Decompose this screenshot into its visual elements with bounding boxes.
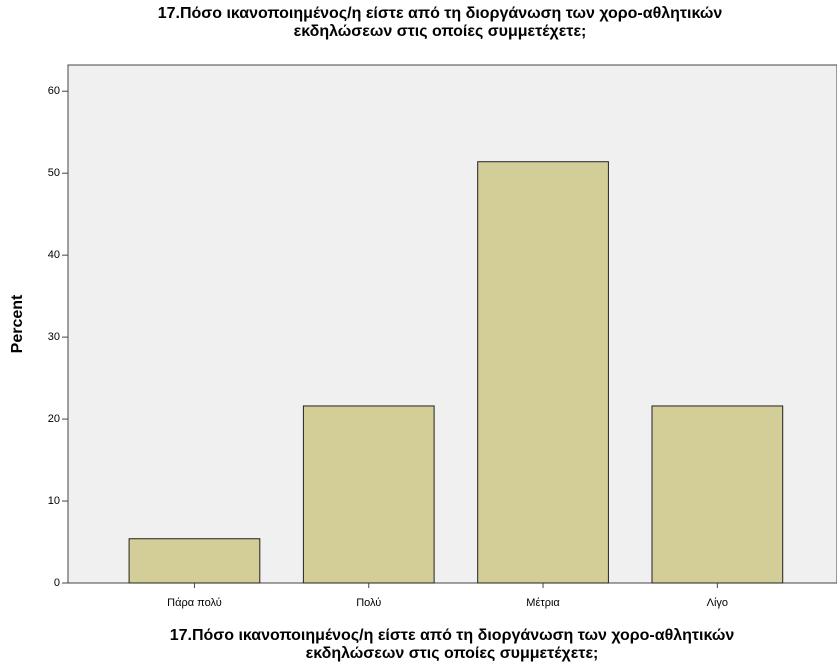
bar <box>128 538 261 584</box>
bar <box>651 405 784 584</box>
x-tick-label: Λίγο <box>707 597 728 609</box>
chart-title: εκδηλώσεων στις οποίες συμμετέχετε; <box>294 23 587 40</box>
y-tick-label: 0 <box>54 577 60 589</box>
bar <box>302 405 435 584</box>
y-tick-label: 10 <box>48 495 60 507</box>
x-axis-label: 17.Πόσο ικανοποιημένος/η είστε από τη δι… <box>170 627 735 644</box>
y-tick-label: 60 <box>48 85 60 97</box>
y-tick-label: 20 <box>48 413 60 425</box>
x-tick-label: Πολύ <box>356 597 381 609</box>
y-tick-label: 30 <box>48 331 60 343</box>
chart-title: 17.Πόσο ικανοποιημένος/η είστε από τη δι… <box>158 5 723 22</box>
y-tick-label: 50 <box>48 167 60 179</box>
bar <box>477 161 609 584</box>
y-tick-label: 40 <box>48 249 60 261</box>
x-tick-label: Πάρα πολύ <box>167 597 222 609</box>
x-axis-label: εκδηλώσεων στις οποίες συμμετέχετε; <box>306 645 599 662</box>
y-axis-label: Percent <box>9 294 26 353</box>
x-tick-label: Μέτρια <box>526 597 560 609</box>
